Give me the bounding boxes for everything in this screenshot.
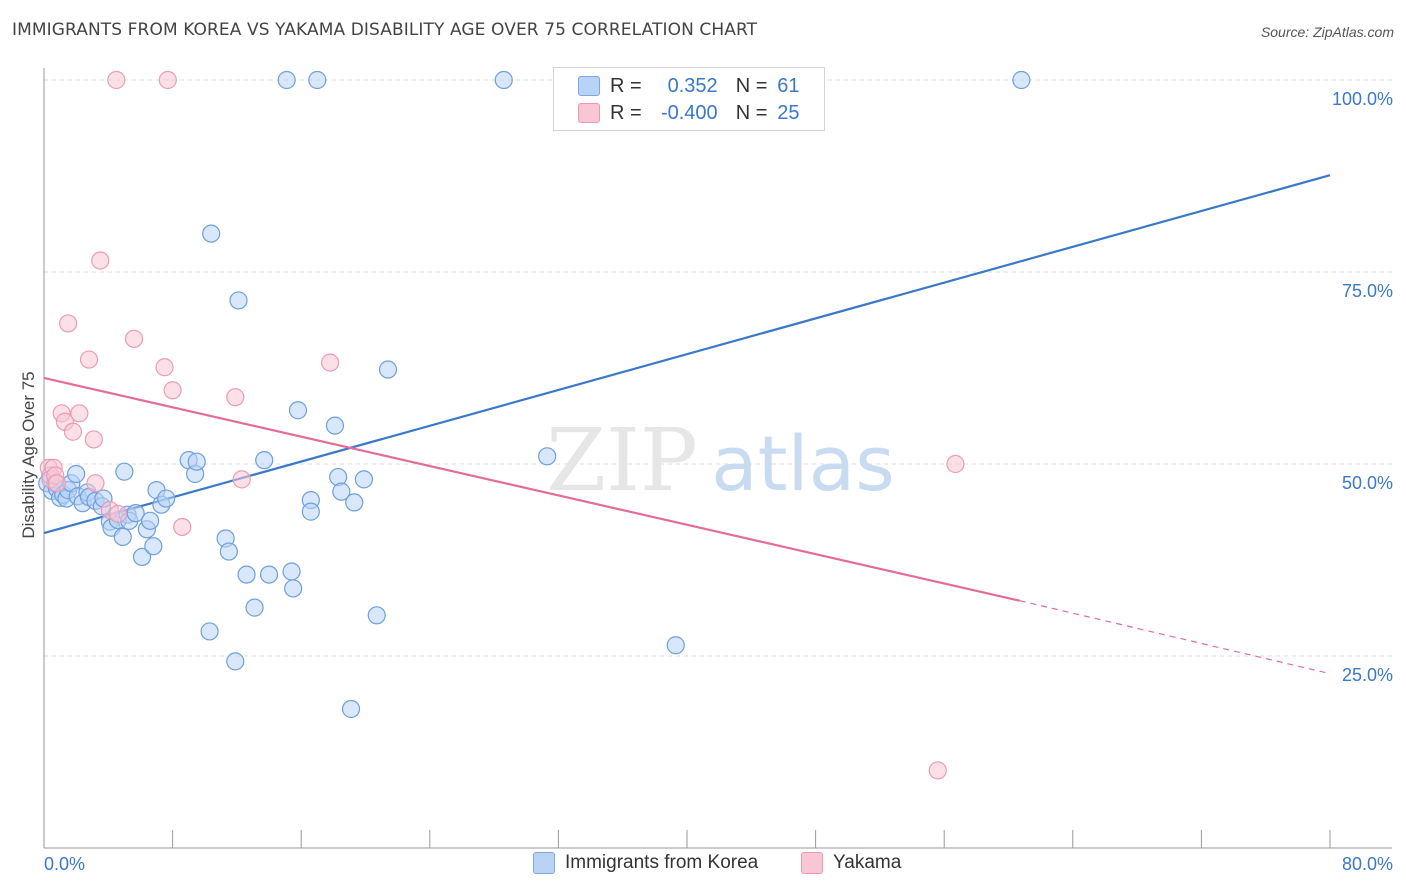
trend-line-extension [1019,600,1331,675]
data-point [367,606,386,625]
data-point [155,358,174,377]
bottom-legend-korea: Immigrants from Korea [533,852,758,874]
watermark: ZIP atlas [546,411,895,511]
legend-r-label: R = [610,101,642,124]
data-point [59,314,78,333]
data-point [219,542,238,561]
data-points [38,70,1031,780]
legend-n-label: N = [735,74,768,97]
legend-n-label: N = [735,101,768,124]
data-point [284,579,303,598]
bottom-legend-yakama: Yakama [801,852,901,874]
bottom-legend-swatch-korea [533,852,555,874]
data-point [226,652,245,671]
trend-line [43,376,1020,602]
legend-r-korea: 0.352 [667,74,718,97]
data-point [86,474,105,493]
data-point [108,504,128,524]
legend-r-yakama: -0.400 [660,101,718,124]
axes [43,68,1392,849]
data-point [187,452,206,471]
data-point [282,562,301,581]
data-point [277,70,296,90]
data-point [202,224,221,243]
data-point [84,430,103,449]
data-point [226,388,245,407]
watermark-atlas: atlas [711,419,895,508]
chart-title: IMMIGRANTS FROM KOREA VS YAKAMA DISABILI… [12,20,758,40]
y-tick-label: 100.0% [1332,89,1393,109]
source-label: Source: ZipAtlas.com [1260,24,1394,40]
data-point [946,454,965,474]
legend-swatch-yakama [578,103,600,123]
data-point [70,404,89,423]
legend-row-korea: R = 0.352 N = 61 [578,73,809,99]
data-point [157,489,176,508]
bottom-legend-label-korea: Immigrants from Korea [565,852,759,873]
legend-swatch-korea [578,76,600,96]
data-point [259,565,279,584]
legend-n-korea: 61 [777,74,800,97]
data-point [132,547,152,567]
data-point [245,598,264,617]
data-point [47,474,66,493]
y-tick-label: 25.0% [1342,665,1393,685]
trend-lines [43,174,1331,675]
data-point [126,504,145,523]
legend-row-yakama: R = -0.400 N = 25 [578,100,809,126]
data-point [345,493,364,512]
legend-r-label: R = [610,74,642,97]
data-point [144,537,163,556]
data-point [378,360,398,379]
data-point [163,381,182,400]
bottom-legend-label-yakama: Yakama [833,852,902,873]
data-point [115,462,134,481]
y-tick-label: 50.0% [1342,473,1393,493]
legend-n-yakama: 25 [777,101,800,124]
data-point [200,622,219,641]
data-point [325,416,345,435]
data-point [341,699,361,719]
data-point [666,636,685,655]
data-point [158,70,177,90]
y-axis-label: Disability Age Over 75 [19,371,38,538]
data-point [113,527,132,547]
tick-labels: 100.0% 75.0% 50.0% 25.0% 0.0% 80.0% [44,89,1393,874]
data-point [107,70,126,90]
data-point [301,502,320,521]
watermark-zip: ZIP [546,411,698,511]
data-point [140,511,160,530]
data-point [255,451,274,470]
x-tick-label: 80.0% [1342,854,1393,874]
data-point [232,470,251,489]
data-point [321,353,340,372]
data-point [332,482,351,501]
x-tick-label: 0.0% [44,854,85,874]
data-point [229,291,248,310]
correlation-legend: R = 0.352 N = 61 R = -0.400 N = 25 [553,67,825,131]
data-point [494,70,513,90]
data-point [928,761,947,780]
data-point [288,401,308,420]
data-point [237,565,256,584]
data-point [63,422,83,441]
data-point [124,329,144,348]
data-point [79,350,99,369]
data-point [354,470,373,489]
y-tick-label: 75.0% [1342,281,1393,301]
data-point [1012,70,1031,90]
data-point [308,70,327,90]
data-point [173,517,192,537]
bottom-legend-swatch-yakama [801,852,823,874]
data-point [67,464,86,484]
trend-line [43,174,1331,535]
data-point [91,251,110,270]
data-point [538,447,557,466]
